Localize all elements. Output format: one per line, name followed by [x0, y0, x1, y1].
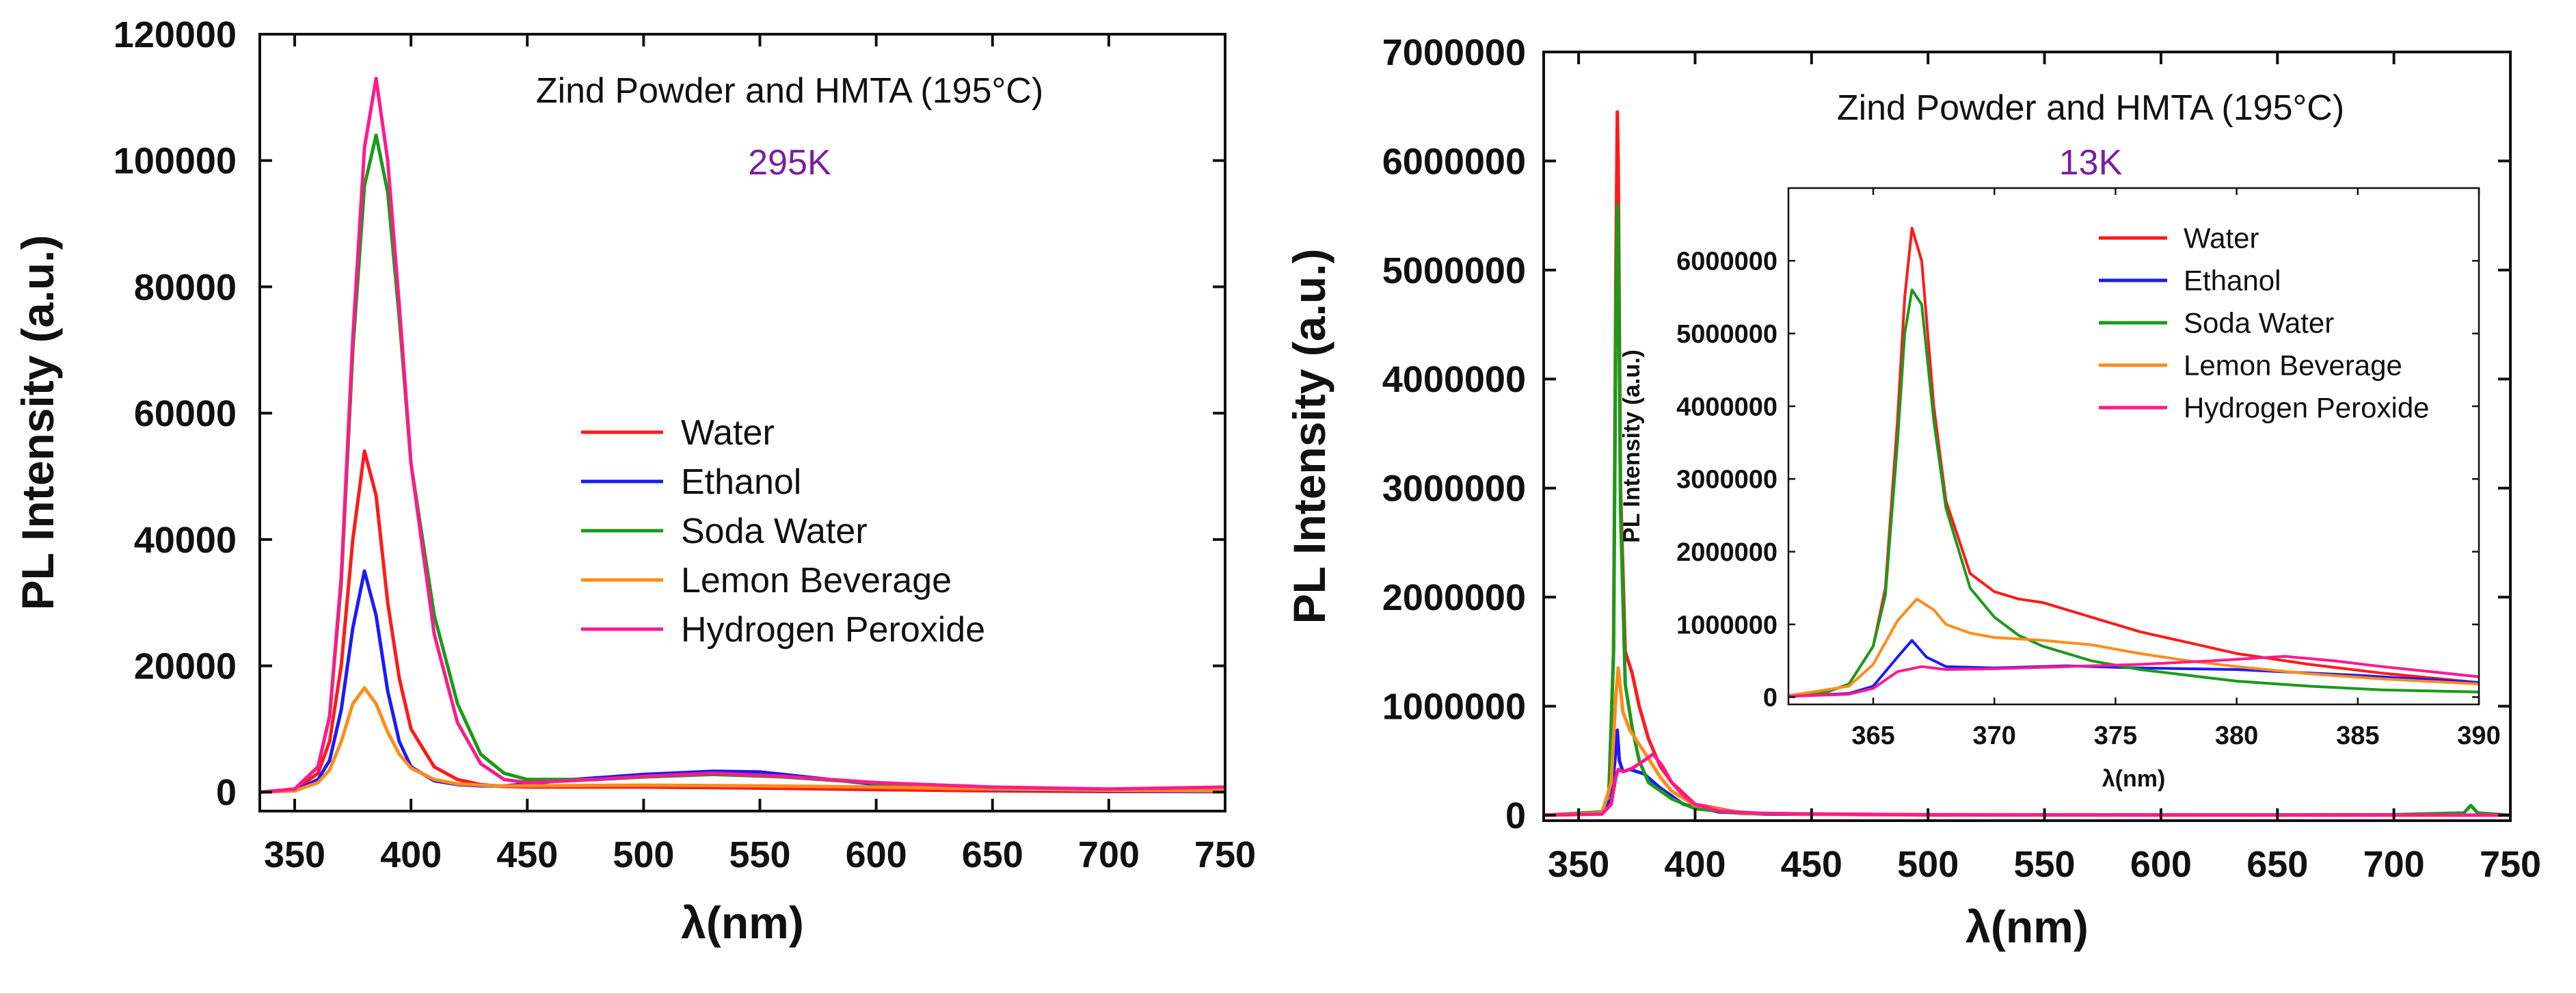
- chart-13k-inset-frame: [1787, 187, 2480, 706]
- x-tick-label: 385: [2336, 721, 2379, 750]
- x-tick-label: 450: [1781, 844, 1842, 885]
- series-line-hydrogen-peroxide: [1788, 654, 2480, 698]
- x-tick-label: 700: [2363, 844, 2425, 885]
- y-tick-label: 0: [1505, 795, 1526, 836]
- y-tick-label: 60000: [134, 393, 237, 434]
- y-tick-label: 6000000: [1676, 248, 1777, 276]
- y-tick-label: 2000000: [1382, 577, 1526, 618]
- legend-entry: Lemon Beverage: [2184, 349, 2402, 382]
- x-tick-label: 700: [1078, 834, 1140, 875]
- y-tick-label: 100000: [113, 141, 237, 182]
- series-line-lemon-beverage: [259, 686, 1226, 794]
- series-line-water: [259, 449, 1225, 794]
- chart-13k: 350 400 450 500 550 600 650 700 750 0 1000000 20000…: [1284, 32, 2541, 952]
- legend-entry: Soda Water: [2184, 307, 2334, 339]
- y-tick-label: 4000000: [1382, 359, 1526, 400]
- x-tick-label: 550: [729, 834, 790, 875]
- legend-entry: Water: [2184, 222, 2259, 254]
- legend: Water Ethanol Soda Water Lemon Beverage Hydr…: [2099, 222, 2430, 424]
- y-tick-label: 40000: [134, 520, 237, 561]
- series-line-ethanol: [1788, 639, 2480, 698]
- legend-entry: Water: [681, 413, 775, 453]
- y-tick-label: 6000000: [1382, 141, 1526, 182]
- x-tick-label: 450: [496, 834, 558, 875]
- x-tick-label: 600: [846, 834, 907, 875]
- series-line-hydrogen-peroxide: [1543, 752, 2511, 817]
- x-tick-label: 390: [2457, 721, 2500, 750]
- x-tick-label: 380: [2215, 721, 2258, 750]
- x-axis-label: λ(nm): [2102, 766, 2166, 792]
- legend-entry: Lemon Beverage: [681, 561, 952, 600]
- y-tick-label: 20000: [134, 646, 237, 687]
- y-tick-label: 0: [216, 772, 237, 813]
- series-line-lemon-beverage: [1788, 597, 2480, 698]
- x-tick-label: 550: [2013, 844, 2075, 885]
- x-tick-label: 400: [1664, 844, 1726, 885]
- legend-entry: Ethanol: [681, 462, 801, 502]
- y-tick-label: 80000: [134, 267, 237, 308]
- legend-entry: Soda Water: [681, 512, 868, 551]
- y-axis-label: PL Intensity (a.u.): [1284, 249, 1334, 624]
- legend: Water Ethanol Soda Water Lemon Beverage Hydr…: [581, 413, 985, 650]
- x-tick-label: 500: [613, 834, 674, 875]
- y-tick-label: 2000000: [1676, 538, 1777, 567]
- y-tick-label: 7000000: [1382, 32, 1526, 73]
- legend-entry: Hydrogen Peroxide: [2184, 392, 2430, 424]
- y-tick-label: 5000000: [1676, 320, 1777, 349]
- y-tick-label: 1000000: [1676, 611, 1777, 639]
- y-tick-label: 5000000: [1382, 250, 1526, 291]
- y-axis-label: PL Intensity (a.u.): [12, 235, 63, 611]
- x-tick-label: 350: [264, 834, 325, 875]
- chart-295k-frame: [258, 33, 1226, 812]
- x-tick-label: 370: [1973, 721, 2016, 750]
- y-tick-label: 1000000: [1382, 686, 1526, 727]
- y-tick-label: 120000: [113, 14, 237, 55]
- x-tick-label: 365: [1851, 721, 1894, 750]
- legend-entry: Ethanol: [2184, 265, 2281, 297]
- x-tick-label: 650: [2246, 844, 2308, 885]
- x-axis-label: λ(nm): [1965, 901, 2089, 952]
- x-tick-label: 650: [962, 834, 1023, 875]
- chart-13k-inset-background: [1788, 188, 2479, 704]
- chart-title: Zind Powder and HMTA (195°C): [536, 71, 1043, 111]
- x-tick-label: 375: [2094, 721, 2137, 750]
- y-tick-label: 4000000: [1676, 393, 1777, 421]
- x-tick-label: 750: [2480, 844, 2541, 885]
- chart-13k-frame: [1542, 51, 2512, 822]
- x-tick-label: 400: [380, 834, 442, 875]
- chart-13k-inset: 365 370 375 380 385 390 0 1000000 2000000 3000000…: [1619, 187, 2501, 792]
- chart-title: Zind Powder and HMTA (195°C): [1837, 88, 2344, 128]
- y-axis-label: PL Intensity (a.u.): [1619, 349, 1645, 543]
- y-tick-label: 3000000: [1382, 468, 1526, 509]
- x-tick-label: 600: [2130, 844, 2192, 885]
- y-tick-label: 3000000: [1676, 466, 1777, 494]
- chart-295k: 350 400 450 500 550 600 650 700 750 0 20000 40000 60…: [12, 14, 1256, 948]
- series-line-soda-water: [1788, 288, 2480, 698]
- x-tick-label: 750: [1194, 834, 1256, 875]
- series-line-hydrogen-peroxide: [259, 77, 1226, 794]
- legend-entry: Hydrogen Peroxide: [681, 610, 985, 650]
- temperature-label: 295K: [748, 143, 831, 183]
- x-tick-label: 350: [1548, 844, 1609, 885]
- x-axis-label: λ(nm): [681, 897, 804, 948]
- temperature-label: 13K: [2059, 143, 2123, 183]
- y-tick-label: 0: [1763, 684, 1777, 713]
- x-tick-label: 500: [1897, 844, 1959, 885]
